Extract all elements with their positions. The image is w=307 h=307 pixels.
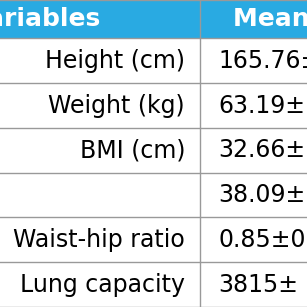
Text: 0.85±0: 0.85±0 xyxy=(218,228,305,252)
Bar xyxy=(200,217,307,262)
Text: 3815±: 3815± xyxy=(218,273,298,297)
Text: Variables: Variables xyxy=(0,7,101,31)
Bar xyxy=(0,0,200,38)
Text: 63.19±: 63.19± xyxy=(218,94,305,118)
Bar xyxy=(0,128,200,173)
Bar xyxy=(200,0,307,38)
Text: Weight (kg): Weight (kg) xyxy=(49,94,185,118)
Text: BMI (cm): BMI (cm) xyxy=(80,138,185,162)
Bar xyxy=(200,83,307,128)
Bar xyxy=(0,262,200,307)
Bar xyxy=(0,38,200,83)
Text: 165.76±: 165.76± xyxy=(218,49,307,73)
Text: Waist-hip ratio: Waist-hip ratio xyxy=(13,228,185,252)
Bar xyxy=(200,38,307,83)
Text: Mean ± SD: Mean ± SD xyxy=(233,7,307,31)
Text: Height (cm): Height (cm) xyxy=(45,49,185,73)
Bar xyxy=(0,83,200,128)
Bar xyxy=(0,173,200,217)
Text: 38.09±: 38.09± xyxy=(218,183,305,207)
Text: Lung capacity: Lung capacity xyxy=(20,273,185,297)
Bar xyxy=(200,262,307,307)
Text: 32.66±: 32.66± xyxy=(218,138,305,162)
Bar xyxy=(0,217,200,262)
Bar xyxy=(200,128,307,173)
Bar xyxy=(200,173,307,217)
